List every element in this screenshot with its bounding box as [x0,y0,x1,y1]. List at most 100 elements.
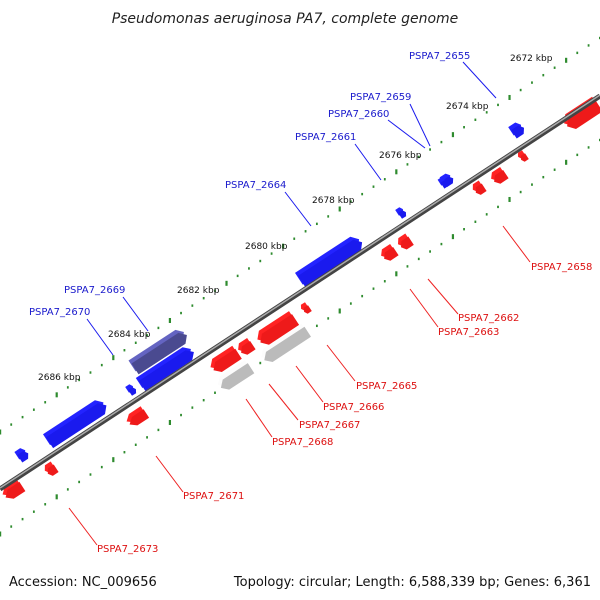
tick-mark [542,73,545,77]
leader-pspa7-2662 [427,278,459,315]
tick-mark [282,243,285,249]
gene-pspa7-2666[interactable] [260,314,300,345]
gene-label-pspa7-2659[interactable]: PSPA7_2659 [350,92,411,103]
gene-pspa7-2670[interactable] [128,387,137,396]
tick-label-2682: 2682 kbp [177,286,220,296]
tick-mark [248,267,250,270]
tick-label-2684: 2684 kbp [108,330,151,340]
tick-mark [134,443,137,446]
gene-pspa7-2655[interactable] [511,125,524,139]
gene-label-pspa7-2664[interactable]: PSPA7_2664 [225,180,286,191]
tick-mark [565,159,568,165]
tick-mark [463,228,465,231]
gene-label-pspa7-2671[interactable]: PSPA7_2671 [183,491,244,502]
tick-mark [372,185,375,188]
gene-label-pspa7-2669[interactable]: PSPA7_2669 [64,285,125,296]
tick-mark [474,220,477,223]
gene-label-pspa7-2667[interactable]: PSPA7_2667 [299,420,360,431]
tick-mark [565,57,568,63]
tick-mark [168,419,172,425]
gene-label-pspa7-2670[interactable]: PSPA7_2670 [29,307,90,318]
tick-mark [553,66,556,69]
gene-pspa7-2671[interactable] [129,409,150,426]
tick-mark [180,413,182,417]
gene-pspa7-2659[interactable] [442,176,454,188]
tick-mark [531,81,533,84]
gene-label-pspa7-2658[interactable]: PSPA7_2658 [531,262,592,273]
gene-pspa7-2670a[interactable] [138,350,194,391]
tick-label-2676: 2676 kbp [379,151,422,161]
gene-reverse-b[interactable] [475,183,487,195]
gene-label-pspa7-2663[interactable]: PSPA7_2663 [438,327,499,338]
leader-pspa7-2655 [462,61,497,99]
tick-mark [451,234,455,240]
tick-mark [0,531,2,537]
gene-pspa7-2662[interactable] [401,236,414,250]
gene-pspa7-2664[interactable] [298,239,363,288]
tick-mark [180,311,182,315]
tick-mark [100,465,103,469]
leader-pspa7-2667 [268,383,299,421]
gene-reverse-edge[interactable] [567,99,600,129]
gene-pspa7-2658[interactable] [520,153,529,162]
gene-pspa7-2668[interactable] [220,363,255,390]
gene-pspa7-2663[interactable] [384,247,399,261]
tick-mark [349,302,352,305]
tick-mark [395,271,398,277]
gene-reverse-a[interactable] [494,170,509,184]
gene-forward-lower[interactable] [46,403,107,449]
leader-pspa7-2658 [502,225,531,263]
gene-pspa7-2661[interactable] [398,210,407,219]
gene-pspa7-2668a[interactable] [213,348,242,372]
gene-label-pspa7-2666[interactable]: PSPA7_2666 [323,402,384,413]
tick-mark [10,423,13,426]
gene-label-pspa7-2661[interactable]: PSPA7_2661 [295,132,356,143]
tick-mark [440,140,443,144]
tick-mark [315,324,318,328]
tick-mark [497,103,499,107]
tick-mark [89,371,92,374]
gene-pspa7-2669[interactable] [131,332,187,375]
gene-pspa7-2660[interactable] [440,180,448,189]
tick-mark [338,206,341,212]
tick-mark [587,44,590,47]
tick-mark [10,525,13,528]
tick-mark [327,317,330,320]
tick-mark [168,317,172,323]
leader-pspa7-2668 [245,398,273,438]
leader-pspa7-2661 [354,143,382,181]
tick-mark [191,406,194,409]
tick-mark [372,287,375,290]
gene-label-pspa7-2660[interactable]: PSPA7_2660 [328,109,389,120]
tick-mark [406,163,409,166]
tick-mark [32,510,35,513]
tick-mark [519,190,522,194]
tick-mark [44,503,47,506]
label-leader-lines [68,61,531,546]
gene-pspa7-2665[interactable] [303,305,312,314]
tick-mark [259,361,262,365]
tick-mark [100,363,103,367]
genome-backbone [0,93,600,492]
gene-features [2,96,600,499]
tick-mark [202,296,205,300]
tick-mark [146,436,148,439]
tick-mark [395,169,398,175]
gene-reverse-d[interactable] [47,464,59,476]
outer-scale-track [0,36,600,435]
tick-mark [429,250,431,253]
tick-mark [134,341,137,344]
gene-label-pspa7-2655[interactable]: PSPA7_2655 [409,51,470,62]
gene-pspa7-2667[interactable] [264,326,311,362]
gene-label-pspa7-2662[interactable]: PSPA7_2662 [458,313,519,324]
gene-label-pspa7-2668[interactable]: PSPA7_2668 [272,437,333,448]
gene-reverse-c[interactable] [241,341,256,355]
gene-label-pspa7-2673[interactable]: PSPA7_2673 [97,544,158,555]
gene-label-pspa7-2665[interactable]: PSPA7_2665 [356,381,417,392]
tick-mark [383,280,386,283]
tick-mark [349,200,352,203]
gene-forward-edge[interactable] [17,451,29,463]
gene-pspa7-2673[interactable] [5,481,26,499]
